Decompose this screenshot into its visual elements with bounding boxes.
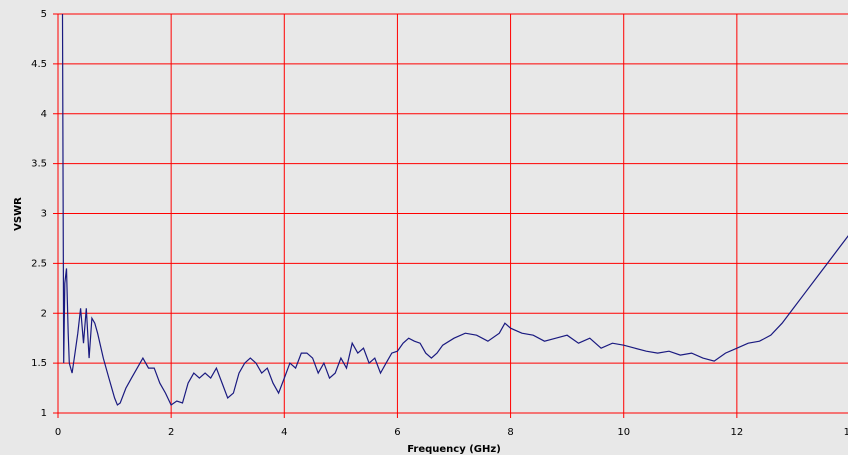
x-tick-label: 14 — [844, 427, 848, 438]
x-tick-label: 4 — [281, 427, 287, 438]
y-tick-label: 5 — [41, 9, 47, 20]
y-tick-label: 2.5 — [31, 258, 47, 269]
y-axis-label: VSWR — [13, 197, 24, 231]
x-tick-label: 0 — [55, 427, 61, 438]
y-tick-label: 4 — [41, 109, 47, 120]
y-tick-label: 3 — [41, 209, 47, 220]
y-tick-label: 4.5 — [31, 59, 47, 70]
x-tick-label: 6 — [394, 427, 400, 438]
x-tick-label: 12 — [730, 427, 743, 438]
y-tick-label: 3.5 — [31, 159, 47, 170]
y-tick-label: 1.5 — [31, 358, 47, 369]
x-tick-label: 10 — [617, 427, 630, 438]
y-tick-label: 1 — [41, 408, 47, 419]
x-axis-label: Frequency (GHz) — [407, 444, 501, 455]
x-tick-label: 2 — [168, 427, 174, 438]
y-tick-label: 2 — [41, 308, 47, 319]
data-line — [61, 13, 848, 406]
x-tick-label: 8 — [507, 427, 513, 438]
